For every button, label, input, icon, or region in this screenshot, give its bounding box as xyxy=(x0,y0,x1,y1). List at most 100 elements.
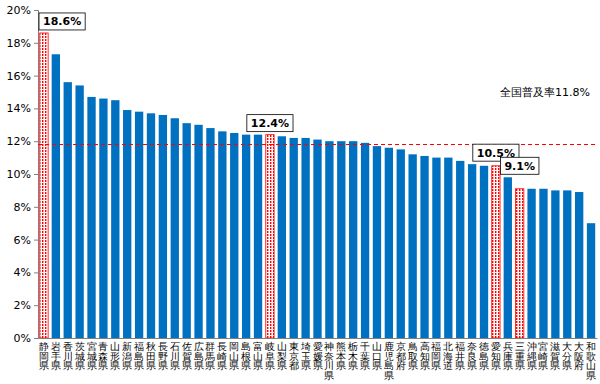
x-tick: 和歌山県 xyxy=(586,341,596,381)
y-tick-mark xyxy=(34,10,38,11)
bar xyxy=(242,135,250,338)
bar xyxy=(575,192,583,338)
x-tick-label: 石川県 xyxy=(170,341,180,371)
x-tick: 神奈川県 xyxy=(324,341,334,381)
x-tick: 愛知県 xyxy=(491,341,501,371)
x-tick-label: 鹿児島県 xyxy=(384,341,394,381)
x-tick-label: 宮城県 xyxy=(86,341,97,371)
x-tick: 山形県 xyxy=(110,341,120,371)
bar xyxy=(397,149,405,338)
bar xyxy=(111,100,119,338)
x-tick-label: 愛媛県 xyxy=(313,341,323,371)
bar xyxy=(75,85,83,338)
value-label-frame xyxy=(39,13,85,30)
x-tick-label: 群馬県 xyxy=(204,341,215,371)
y-tick-label: 8% xyxy=(14,201,31,214)
x-tick-label: 宮崎県 xyxy=(538,341,548,371)
value-label-box: 9.1% xyxy=(500,157,539,174)
x-tick-label: 岡山県 xyxy=(229,341,239,371)
x-tick-label: 大阪府 xyxy=(574,341,584,371)
x-tick: 広島県 xyxy=(194,341,204,371)
bar xyxy=(480,166,488,338)
x-tick-label: 山梨県 xyxy=(277,341,287,371)
x-tick-label: 東京都 xyxy=(289,341,299,371)
x-tick: 富山県 xyxy=(253,341,263,371)
x-tick-label: 富山県 xyxy=(253,341,263,371)
x-tick: 石川県 xyxy=(170,341,180,371)
bars xyxy=(38,33,597,338)
bar xyxy=(349,141,357,338)
x-tick: 鳥取県 xyxy=(407,341,418,371)
bar xyxy=(266,135,274,338)
bar xyxy=(52,54,60,338)
x-tick: 佐賀県 xyxy=(182,341,192,371)
x-tick-label: 静岡県 xyxy=(39,341,49,371)
y-tick: 4% xyxy=(14,266,38,279)
x-axis-line xyxy=(39,338,598,339)
x-tick: 香川県 xyxy=(63,341,73,371)
bar xyxy=(444,158,452,338)
x-tick: 大阪府 xyxy=(574,341,584,371)
reference-label: 全国普及率11.8% xyxy=(500,86,590,99)
x-tick: 宮城県 xyxy=(86,341,97,371)
y-tick-mark xyxy=(34,108,38,109)
bar xyxy=(432,158,440,338)
bar xyxy=(468,164,476,338)
x-tick-label: 福島県 xyxy=(134,341,144,371)
y-axis: 0%2%4%6%8%10%12%14%16%18%20% xyxy=(7,4,39,345)
bar xyxy=(408,154,416,338)
x-tick: 山口県 xyxy=(372,341,382,371)
x-tick-label: 神奈川県 xyxy=(324,341,334,381)
x-tick: 北海道 xyxy=(443,341,453,371)
y-tick-mark xyxy=(34,43,38,44)
value-label-frame xyxy=(247,115,293,132)
bar xyxy=(587,223,595,338)
bar xyxy=(563,190,571,338)
x-tick: 徳島県 xyxy=(479,341,489,371)
x-tick-label: 香川県 xyxy=(63,341,73,371)
x-tick-label: 熊本県 xyxy=(336,341,346,371)
bar xyxy=(278,136,286,338)
y-tick-mark xyxy=(34,174,38,175)
x-tick-label: 京都府 xyxy=(396,341,406,371)
bar xyxy=(420,156,428,338)
x-tick-label: 新潟県 xyxy=(122,341,132,371)
bar xyxy=(218,131,226,338)
x-tick: 秋田県 xyxy=(146,341,156,371)
x-tick: 福井県 xyxy=(455,341,465,371)
bar xyxy=(40,33,48,338)
bar xyxy=(183,123,191,338)
y-axis-line xyxy=(34,11,39,339)
y-tick: 2% xyxy=(14,299,38,312)
x-tick: 山梨県 xyxy=(277,341,287,371)
y-tick-label: 0% xyxy=(14,332,31,345)
x-tick: 京都府 xyxy=(396,341,406,371)
x-tick: 岩手県 xyxy=(51,341,61,371)
y-tick: 6% xyxy=(14,234,38,247)
x-tick-label: 広島県 xyxy=(194,341,204,371)
x-tick-label: 山形県 xyxy=(110,341,120,371)
value-label: 9.1% xyxy=(504,160,535,173)
x-tick-label: 秋田県 xyxy=(146,341,156,371)
x-tick-label: 栃木県 xyxy=(348,341,358,371)
y-tick-label: 16% xyxy=(7,70,31,83)
bar xyxy=(313,140,321,338)
y-tick: 8% xyxy=(14,201,38,214)
x-tick: 島根県 xyxy=(241,341,251,371)
y-tick: 18% xyxy=(7,37,38,50)
x-tick: 大分県 xyxy=(562,341,572,371)
bar xyxy=(551,190,559,338)
y-tick-mark xyxy=(34,240,38,241)
value-label: 12.4% xyxy=(251,117,289,130)
bar xyxy=(87,97,95,338)
y-tick-label: 18% xyxy=(7,37,31,50)
x-tick-label: 北海道 xyxy=(443,341,453,371)
x-tick: 奈良県 xyxy=(467,341,477,371)
y-tick-label: 14% xyxy=(7,102,31,115)
x-tick: 栃木県 xyxy=(348,341,358,371)
bar xyxy=(373,146,381,338)
x-tick: 長崎県 xyxy=(217,341,227,371)
x-tick: 沖縄県 xyxy=(526,341,537,371)
x-tick: 群馬県 xyxy=(204,341,215,371)
x-tick: 長野県 xyxy=(158,341,168,371)
